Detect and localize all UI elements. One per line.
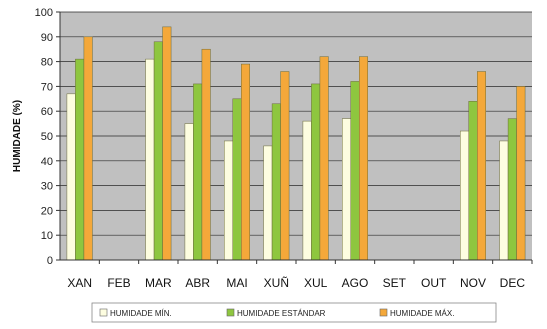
legend-swatch — [99, 308, 108, 317]
x-tick-label: MAI — [226, 276, 247, 290]
bar — [193, 83, 203, 261]
bar — [311, 83, 321, 261]
bar — [66, 93, 76, 261]
legend-swatch — [379, 308, 388, 317]
bar — [145, 58, 155, 261]
y-tick-label: 40 — [41, 156, 53, 168]
x-axis-ticks: XAN FEB MAR ABR MAI XUÑ XUL AGO SET OUT NOV DEC — [67, 260, 533, 290]
y-tick-label: 80 — [41, 57, 53, 69]
bar — [224, 140, 233, 261]
y-tick-label: 20 — [41, 205, 53, 217]
bar — [153, 41, 163, 261]
y-tick-label: 60 — [41, 106, 53, 118]
x-tick-label: NOV — [460, 276, 486, 290]
bar — [499, 140, 509, 261]
legend-label: HUMIDADE MÁX. — [390, 309, 454, 318]
y-tick-label: 30 — [41, 181, 53, 193]
bar — [477, 71, 486, 261]
bars — [66, 26, 526, 261]
bar — [302, 120, 312, 261]
bar — [516, 86, 526, 261]
bar — [350, 81, 360, 261]
legend-swatch — [226, 308, 235, 317]
x-tick-label: XAN — [67, 276, 92, 290]
bar — [271, 103, 281, 261]
bar — [359, 56, 368, 261]
bar — [83, 36, 93, 261]
y-tick-label: 50 — [41, 131, 53, 143]
bar — [319, 56, 329, 261]
bar — [162, 26, 172, 261]
x-tick-label: ABR — [185, 276, 210, 290]
x-tick-label: XUL — [304, 276, 328, 290]
gridlines — [60, 11, 532, 236]
bar — [184, 123, 194, 261]
bar — [280, 71, 290, 261]
bar — [75, 58, 85, 261]
bar — [263, 145, 273, 261]
x-tick-label: FEB — [107, 276, 130, 290]
bar — [201, 48, 211, 261]
x-tick-label: OUT — [421, 276, 447, 290]
bar — [507, 118, 517, 261]
y-tick-label: 10 — [41, 230, 53, 242]
y-tick-label: 100 — [35, 7, 53, 19]
y-axis-ticks: 0 10 20 30 40 50 60 70 80 90 100 — [35, 7, 60, 267]
bar — [232, 98, 242, 261]
bar — [342, 118, 351, 261]
bar — [460, 130, 469, 261]
legend-box — [91, 302, 497, 323]
y-tick-label: 70 — [41, 81, 53, 93]
legend-label: HUMIDADE MÍN. — [110, 309, 172, 318]
legend-label: HUMIDADE ESTÁNDAR — [237, 309, 326, 318]
x-tick-label: DEC — [500, 276, 526, 290]
y-tick-label: 0 — [47, 255, 53, 267]
x-tick-label: XUÑ — [264, 276, 289, 290]
y-axis-label: HUMIDADE (%) — [12, 100, 23, 172]
bar — [468, 101, 478, 261]
x-tick-label: SET — [383, 276, 407, 290]
x-tick-label: AGO — [342, 276, 369, 290]
x-tick-label: MAR — [145, 276, 172, 290]
y-tick-label: 90 — [41, 32, 53, 44]
bar — [241, 63, 250, 261]
legend: HUMIDADE MÍN. HUMIDADE ESTÁNDAR HUMIDADE M… — [91, 302, 497, 323]
